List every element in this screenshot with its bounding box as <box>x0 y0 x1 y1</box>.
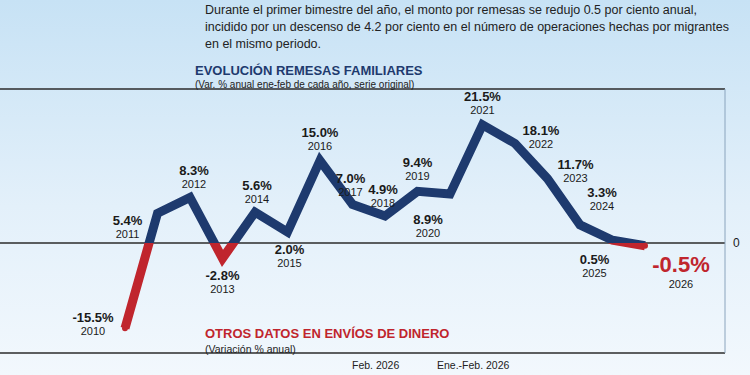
html-text:OTROS DATOS EN ENVÍOS DE DINER: OTROS DATOS EN ENVÍOS DE DINERO <box>205 326 450 341</box>
svg-text:-0.5%: -0.5% <box>652 252 709 277</box>
svg-text:2021: 2021 <box>470 104 494 116</box>
svg-text:-2.8%: -2.8% <box>206 268 240 283</box>
svg-text:2013: 2013 <box>210 283 234 295</box>
svg-text:2012: 2012 <box>182 178 206 190</box>
svg-text:2017: 2017 <box>338 186 362 198</box>
svg-text:0: 0 <box>733 236 740 250</box>
svg-text:7.0%: 7.0% <box>336 171 366 186</box>
html-text:Ene.-Feb. 2026: Ene.-Feb. 2026 <box>437 359 510 371</box>
svg-text:21.5%: 21.5% <box>464 89 501 104</box>
svg-text:18.1%: 18.1% <box>523 123 560 138</box>
svg-text:2024: 2024 <box>590 200 614 212</box>
html-text:Feb. 2026: Feb. 2026 <box>352 359 400 371</box>
svg-text:8.3%: 8.3% <box>179 163 209 178</box>
svg-text:2023: 2023 <box>563 172 587 184</box>
svg-text:2011: 2011 <box>116 228 140 240</box>
svg-text:3.3%: 3.3% <box>587 185 617 200</box>
svg-text:2026: 2026 <box>669 278 693 290</box>
html-text:(Var. % anual ene-feb de cada: (Var. % anual ene-feb de cada año, serie… <box>195 79 415 90</box>
svg-text:5.6%: 5.6% <box>242 178 272 193</box>
svg-text:4.9%: 4.9% <box>368 182 398 197</box>
svg-text:11.7%: 11.7% <box>557 157 594 172</box>
svg-text:2014: 2014 <box>245 193 269 205</box>
svg-text:2022: 2022 <box>529 138 553 150</box>
html-text:Durante el primer bimestre del: Durante el primer bimestre del año, el m… <box>205 3 729 51</box>
html-text:EVOLUCIÓN REMESAS FAMILIARES: EVOLUCIÓN REMESAS FAMILIARES <box>195 63 423 78</box>
svg-text:-15.5%: -15.5% <box>72 310 114 325</box>
svg-text:0.5%: 0.5% <box>580 252 610 267</box>
svg-text:9.4%: 9.4% <box>403 155 433 170</box>
svg-text:2025: 2025 <box>582 267 606 279</box>
svg-text:5.4%: 5.4% <box>113 213 143 228</box>
svg-text:2015: 2015 <box>277 257 301 269</box>
svg-text:15.0%: 15.0% <box>302 125 339 140</box>
svg-text:2016: 2016 <box>308 140 332 152</box>
html-text:(Variación % anual): (Variación % anual) <box>205 343 296 355</box>
svg-text:2010: 2010 <box>81 325 105 337</box>
svg-text:2.0%: 2.0% <box>275 242 305 257</box>
svg-text:8.9%: 8.9% <box>413 212 443 227</box>
svg-text:2019: 2019 <box>405 170 429 182</box>
svg-text:2020: 2020 <box>416 227 440 239</box>
svg-text:2018: 2018 <box>371 197 395 209</box>
